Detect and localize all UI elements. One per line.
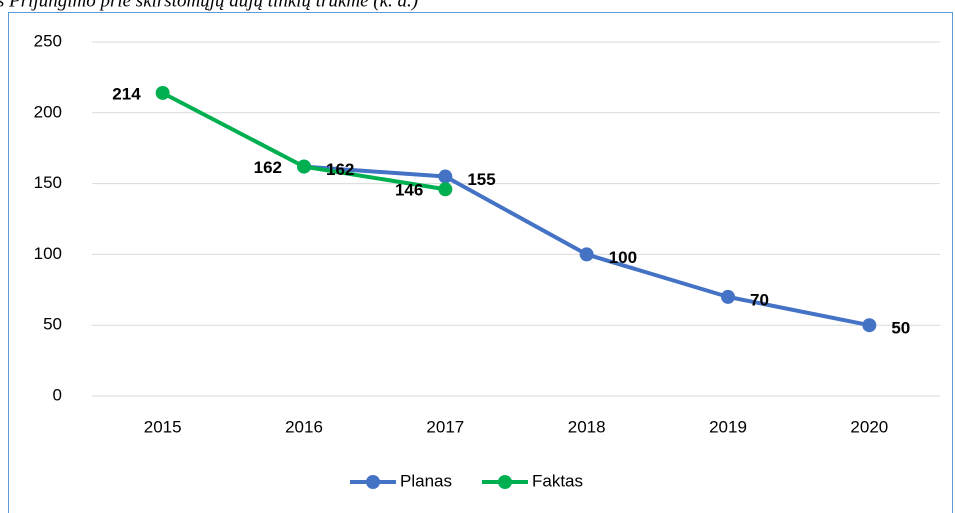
chart-title: s Prijungimo prie skirstomųjų dujų tinkl…	[0, 0, 418, 11]
y-tick-label: 50	[43, 315, 62, 334]
x-tick-label: 2019	[709, 417, 747, 436]
data-label: 100	[609, 248, 637, 267]
data-label: 70	[750, 290, 769, 309]
data-point	[862, 318, 877, 333]
y-tick-label: 200	[34, 102, 62, 121]
x-tick-label: 2015	[144, 417, 182, 436]
data-point	[438, 169, 453, 184]
data-point	[579, 247, 594, 262]
data-label: 162	[254, 158, 282, 177]
data-point	[155, 85, 170, 100]
x-tick-label: 2017	[426, 417, 464, 436]
y-tick-label: 0	[53, 385, 62, 404]
y-tick-label: 150	[34, 173, 62, 192]
data-point	[438, 182, 453, 197]
data-label: 50	[891, 319, 910, 338]
series-line	[303, 164, 870, 328]
chart-frame	[8, 12, 953, 513]
x-tick-label: 2016	[285, 417, 323, 436]
x-tick-label: 2018	[568, 417, 606, 436]
data-point	[721, 289, 735, 304]
legend-marker	[366, 475, 380, 489]
data-label: 146	[395, 181, 423, 200]
data-label: 162	[326, 160, 354, 179]
legend-label: Planas	[400, 471, 452, 490]
data-point	[297, 159, 311, 174]
y-tick-label: 250	[34, 31, 62, 50]
data-label: 155	[467, 170, 495, 189]
legend-label: Faktas	[532, 471, 583, 490]
y-tick-label: 100	[34, 244, 62, 263]
legend-marker	[497, 475, 512, 489]
x-tick-label: 2020	[850, 417, 888, 436]
data-label: 214	[112, 84, 141, 103]
